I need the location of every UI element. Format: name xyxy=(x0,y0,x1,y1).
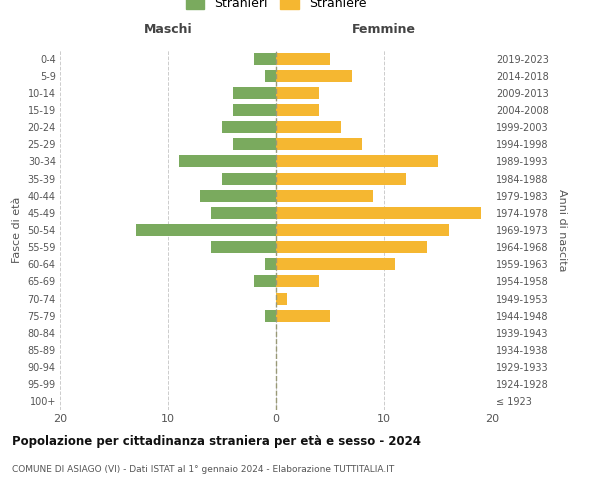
Bar xyxy=(265,70,276,82)
Bar xyxy=(276,121,341,133)
Bar xyxy=(200,190,276,202)
Bar xyxy=(265,310,276,322)
Bar xyxy=(276,241,427,253)
Bar xyxy=(276,190,373,202)
Bar xyxy=(233,138,276,150)
Bar xyxy=(276,224,449,236)
Bar xyxy=(265,258,276,270)
Bar xyxy=(211,241,276,253)
Bar xyxy=(233,104,276,116)
Bar xyxy=(276,258,395,270)
Y-axis label: Fasce di età: Fasce di età xyxy=(12,197,22,263)
Bar xyxy=(276,276,319,287)
Bar xyxy=(276,310,330,322)
Text: COMUNE DI ASIAGO (VI) - Dati ISTAT al 1° gennaio 2024 - Elaborazione TUTTITALIA.: COMUNE DI ASIAGO (VI) - Dati ISTAT al 1°… xyxy=(12,465,394,474)
Bar xyxy=(254,52,276,64)
Bar xyxy=(276,70,352,82)
Bar xyxy=(276,138,362,150)
Bar xyxy=(276,207,481,219)
Bar xyxy=(276,292,287,304)
Bar xyxy=(179,156,276,168)
Bar xyxy=(276,52,330,64)
Bar xyxy=(222,172,276,184)
Text: Popolazione per cittadinanza straniera per età e sesso - 2024: Popolazione per cittadinanza straniera p… xyxy=(12,435,421,448)
Bar xyxy=(276,172,406,184)
Bar xyxy=(233,87,276,99)
Text: Femmine: Femmine xyxy=(352,22,416,36)
Y-axis label: Anni di nascita: Anni di nascita xyxy=(557,188,568,271)
Bar xyxy=(276,87,319,99)
Bar xyxy=(222,121,276,133)
Bar xyxy=(276,104,319,116)
Bar xyxy=(136,224,276,236)
Text: Maschi: Maschi xyxy=(143,22,193,36)
Legend: Stranieri, Straniere: Stranieri, Straniere xyxy=(181,0,371,16)
Bar xyxy=(211,207,276,219)
Bar xyxy=(276,156,438,168)
Bar xyxy=(254,276,276,287)
